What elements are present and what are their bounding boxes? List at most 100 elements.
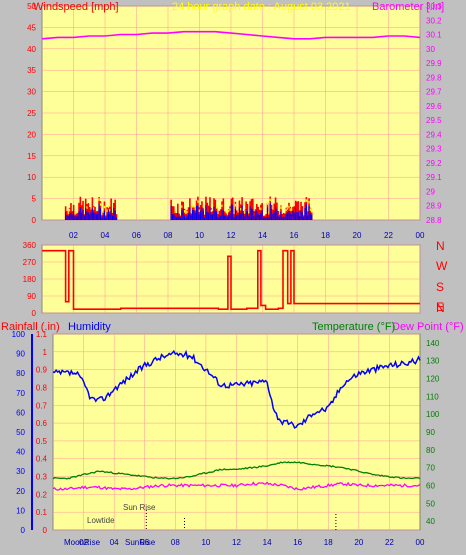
compass-label: N	[436, 239, 445, 253]
wind-x-tick: 00	[416, 231, 425, 240]
barometer-label: Barometer [.in]	[372, 1, 444, 13]
barometer-axis-tick: 28.8	[426, 216, 442, 225]
dewpoint-label: Dew Point (°F)	[392, 321, 464, 333]
barometer-axis-tick: 30.1	[426, 31, 442, 40]
rain-axis-tick: 0.9	[36, 366, 48, 375]
wind-x-tick: 18	[321, 231, 330, 240]
date-label: 24 hour graph date : August 03 2021	[172, 1, 351, 13]
wind-axis-tick: 40	[27, 45, 36, 54]
climate-x-tick: 06	[140, 538, 149, 547]
barometer-axis-tick: 29.2	[426, 159, 442, 168]
wind-axis-tick: 25	[27, 109, 36, 118]
barometer-axis-tick: 29.7	[426, 88, 442, 97]
wind-axis-tick: 35	[27, 66, 36, 75]
humidity-axis-tick: 80	[16, 369, 25, 378]
wind-x-tick: 20	[353, 231, 362, 240]
temperature-axis-tick: 90	[426, 428, 435, 437]
temperature-axis-tick: 50	[426, 499, 435, 508]
climate-x-tick: 20	[354, 538, 363, 547]
rain-axis-tick: 1	[43, 348, 48, 357]
humidity-axis-tick: 0	[21, 526, 26, 535]
temperature-series	[52, 461, 421, 480]
climate-x-tick: 22	[385, 538, 394, 547]
compass-label: W	[436, 259, 448, 273]
temperature-axis-tick: 110	[426, 392, 439, 401]
barometer-series	[41, 30, 421, 40]
humidity-series	[52, 349, 421, 429]
dewpoint-series	[52, 481, 421, 491]
wind-x-tick: 08	[164, 231, 173, 240]
sunrise-label: SunRise	[125, 538, 156, 547]
temperature-axis-tick: 140	[426, 339, 440, 348]
humidity-axis-tick: 70	[16, 389, 25, 398]
climate-x-tick: 18	[324, 538, 333, 547]
moonrise-label: MoonRise	[64, 538, 101, 547]
humidity-axis-tick: 100	[12, 330, 26, 339]
wind-axis-tick: 0	[32, 216, 37, 225]
wind-x-tick: 04	[101, 231, 110, 240]
barometer-axis-tick: 28.9	[426, 202, 442, 211]
wind-axis-tick: 15	[27, 152, 36, 161]
climate-x-tick: 00	[416, 538, 425, 547]
rain-axis-tick: 0.2	[36, 490, 48, 499]
barometer-axis-tick: 30.3	[426, 2, 442, 11]
humidity-axis-tick: 40	[16, 448, 25, 457]
rain-axis-tick: 0.1	[36, 508, 48, 517]
temperature-axis-tick: 120	[426, 375, 440, 384]
direction-axis-tick: 0	[32, 309, 37, 318]
barometer-axis-tick: 29.6	[426, 102, 442, 111]
direction-axis-tick: 180	[23, 275, 37, 284]
wind-axis-tick: 45	[27, 23, 36, 32]
humidity-axis-tick: 90	[16, 350, 25, 359]
humidity-axis-tick: 20	[16, 487, 25, 496]
temperature-axis-tick: 40	[426, 517, 435, 526]
direction-series	[42, 249, 420, 310]
wind-x-tick: 06	[132, 231, 141, 240]
wind-axis-tick: 20	[27, 130, 36, 139]
direction-axis-tick: 360	[23, 241, 37, 250]
humidity-axis-tick: 30	[16, 467, 25, 476]
barometer-axis-tick: 30.2	[426, 16, 442, 25]
climate-x-tick: 10	[201, 538, 210, 547]
barometer-axis-tick: 29	[426, 187, 435, 196]
windspeed-label: Windspeed [mph]	[33, 1, 119, 13]
lowtide-label: Lowtide	[87, 516, 115, 525]
climate-x-tick: 04	[110, 538, 119, 547]
wind-axis-tick: 50	[27, 2, 36, 11]
direction-axis-tick: 90	[27, 292, 36, 301]
humidity-axis-tick: 10	[16, 506, 25, 515]
rain-axis-tick: 0.7	[36, 401, 48, 410]
barometer-axis-tick: 29.4	[426, 130, 442, 139]
wind-x-tick: 02	[69, 231, 78, 240]
rain-axis-tick: 0	[43, 526, 48, 535]
temperature-axis-tick: 130	[426, 357, 440, 366]
temperature-axis-tick: 100	[426, 410, 440, 419]
direction-axis-tick: 270	[23, 258, 37, 267]
wind-axis-tick: 30	[27, 88, 36, 97]
compass-label: N	[436, 301, 445, 315]
temperature-axis-tick: 60	[426, 481, 435, 490]
temperature-axis-tick: 80	[426, 446, 435, 455]
wind-x-tick: 22	[384, 231, 393, 240]
rain-axis-tick: 0.6	[36, 419, 48, 428]
barometer-axis-tick: 29.5	[426, 116, 442, 125]
temperature-label: Temperature (°F)	[312, 321, 395, 333]
wind-x-tick: 10	[195, 231, 204, 240]
humidity-axis-tick: 60	[16, 408, 25, 417]
rain-axis-tick: 0.4	[36, 455, 48, 464]
barometer-axis-tick: 29.8	[426, 73, 442, 82]
wind-x-tick: 14	[258, 231, 267, 240]
rainfall-label: Rainfall (.in)	[1, 321, 60, 333]
barometer-axis-tick: 29.1	[426, 173, 442, 182]
barometer-axis-tick: 29.9	[426, 59, 442, 68]
climate-x-tick: 08	[171, 538, 180, 547]
climate-x-tick: 16	[293, 538, 302, 547]
compass-label: E	[436, 300, 444, 314]
rain-axis-tick: 1.1	[36, 330, 48, 339]
wind-axis-tick: 5	[32, 195, 37, 204]
wind-x-tick: 16	[290, 231, 299, 240]
climate-x-tick: 14	[263, 538, 272, 547]
temperature-axis-tick: 70	[426, 464, 435, 473]
compass-label: S	[436, 280, 444, 294]
rain-axis-tick: 0.3	[36, 473, 48, 482]
